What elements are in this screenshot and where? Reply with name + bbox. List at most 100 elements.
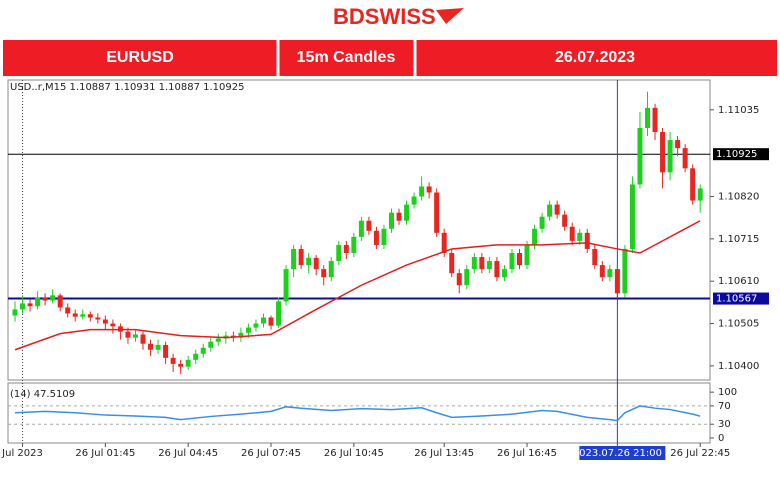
candle-body [185,359,191,367]
candle-body [245,327,251,333]
indicator-tick-label: 0 [718,433,724,444]
candle-body [313,257,319,270]
x-tick-label: 26 Jul 10:45 [324,448,384,459]
candle-body [27,303,33,307]
timeframe: 15m Candles [297,49,396,66]
candle-body [599,265,605,278]
x-tick-label: 26 Jul 13:45 [414,448,474,459]
candle-body [215,338,221,342]
candle-body [80,314,86,317]
x-tick-label: Jul 2023 [1,448,43,459]
candle-body [667,140,673,173]
candle-body [193,353,199,360]
y-tick-label: 1.11035 [718,105,759,116]
candle-body [614,269,620,294]
candle-body [343,244,349,253]
candle-body [660,132,666,173]
candle-body [629,184,635,249]
candle-body [645,107,651,128]
candle-body [170,357,176,364]
candle-body [690,168,696,201]
x-tick-label: 2023.07.26 21:00 [573,448,662,459]
y-tick-label: 1.10505 [718,319,759,330]
candle-body [20,303,26,310]
candle-body [291,248,297,270]
candle-body [42,297,48,301]
logo: BDSWISS [333,4,436,29]
candle-body [276,301,282,326]
candle-body [268,317,274,326]
candle-body [200,347,206,354]
candle-body [208,341,214,348]
candle-body [65,307,71,314]
candle-body [449,252,455,274]
y-tick-label: 1.10715 [718,234,759,245]
candle-body [148,343,154,350]
indicator-panel [7,382,711,444]
candle-body [554,204,560,215]
candle-body [524,244,530,266]
candle-body [501,269,507,278]
logo-mark [436,8,464,24]
candle-body [539,216,545,229]
candle-body [509,252,515,270]
candle-body [381,228,387,245]
candle-body [494,261,500,278]
candle-body [464,269,470,286]
candle-body [260,317,266,324]
info-label: USD..r,M15 1.10887 1.10931 1.10887 1.109… [10,82,245,93]
candle-body [140,334,146,344]
candle-body [366,220,372,231]
candle-body [283,269,289,302]
candle-body [35,297,41,307]
candle-body [434,192,440,233]
indicator-tick-label: 100 [718,387,737,398]
candle-body [178,363,184,367]
price-panel [7,79,711,381]
candle-body [471,257,477,270]
level-label-bg [713,148,769,161]
candle-body [298,248,304,266]
x-tick-label: 26 Jul 22:45 [670,448,730,459]
candle-body [516,252,522,266]
candle-body [12,309,18,316]
candle-body [622,248,628,294]
candle-body [682,148,688,169]
candle-body [396,212,402,221]
candle-body [110,323,116,327]
candle-body [321,269,327,278]
candle-body [569,226,575,241]
indicator-label: (14) 47.5109 [10,389,75,400]
x-tick-label: 26 Jul 01:45 [75,448,135,459]
level-label: 1.10925 [716,149,757,160]
candle-body [155,344,161,350]
candle-body [532,228,538,245]
line-series [14,405,701,422]
candle-body [404,204,410,221]
symbol: EURUSD [106,49,174,66]
candle-body [697,188,703,201]
candle-body [388,212,394,229]
candle-body [253,323,259,328]
candle-body [456,273,462,286]
candle-body [411,196,417,205]
candle-body [163,344,169,358]
line-series [14,220,701,351]
candle-body [358,220,364,237]
candle-body [547,204,553,217]
candle-body [132,334,138,338]
candle-body [102,319,108,324]
candle-body [637,127,643,185]
x-tick-label: 26 Jul 04:45 [158,448,218,459]
candle-body [562,214,568,227]
candle-body [238,332,244,338]
date: 26.07.2023 [555,49,635,66]
y-tick-label: 1.10400 [718,361,759,372]
indicator-tick-label: 30 [718,419,731,430]
candle-body [584,232,590,249]
level-label-bg [713,292,769,305]
candle-body [441,232,447,253]
candle-body [592,248,598,266]
candle-body [652,107,658,133]
